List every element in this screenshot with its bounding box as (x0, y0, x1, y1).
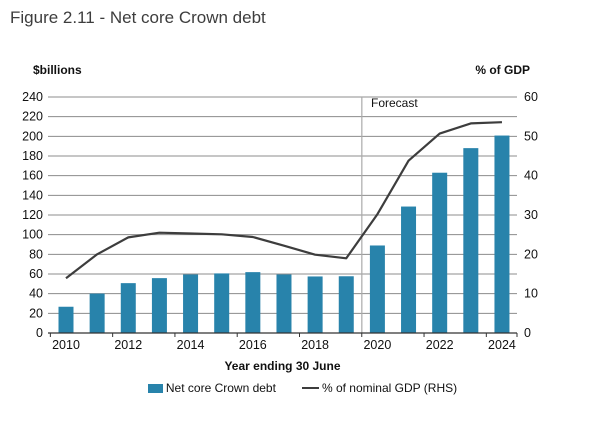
x-axis-tick-label: 2014 (177, 338, 205, 352)
left-axis-unit-label: $billions (33, 63, 82, 77)
left-axis-tick-label: 20 (29, 306, 43, 320)
left-axis-tick-label: 60 (29, 267, 43, 281)
left-axis-tick-label: 80 (29, 247, 43, 261)
left-axis-tick-label: 200 (22, 129, 43, 143)
bar-series-swatch-icon (147, 383, 163, 393)
legend-item-line: % of nominal GDP (RHS) (301, 381, 458, 395)
x-axis-tick-label: 2016 (239, 338, 267, 352)
bar-2013 (151, 278, 167, 333)
bar-2010 (58, 306, 74, 333)
legend-bar-label: Net core Crown debt (165, 381, 276, 395)
x-axis-title: Year ending 30 June (224, 359, 341, 373)
left-axis-tick-label: 160 (22, 169, 43, 183)
x-axis-tick-label: 2022 (426, 338, 454, 352)
bar-2012 (120, 283, 136, 333)
left-axis-tick-label: 120 (22, 208, 43, 222)
gdp-line-series (65, 121, 503, 280)
legend-item-bar: Net core Crown debt (147, 381, 276, 395)
right-axis-unit-label: % of GDP (475, 63, 530, 77)
left-axis-tick-label: 180 (22, 149, 43, 163)
right-axis-tick-label: 40 (524, 169, 538, 183)
bar-2020 (369, 245, 385, 333)
bar-2015 (214, 273, 230, 333)
right-axis-tick-label: 60 (524, 90, 538, 104)
x-axis-tick-label: 2018 (301, 338, 329, 352)
bar-2011 (89, 293, 105, 333)
bar-2023 (463, 148, 479, 333)
bar-2024 (494, 135, 510, 333)
right-axis-tick-label: 10 (524, 287, 538, 301)
x-axis-tick-label: 2024 (488, 338, 516, 352)
right-axis-tick-label: 30 (524, 208, 538, 222)
left-axis-tick-label: 40 (29, 287, 43, 301)
bar-2016 (245, 272, 261, 333)
right-axis-tick-label: 0 (524, 326, 531, 340)
left-axis-tick-label: 100 (22, 228, 43, 242)
bar-2014 (183, 274, 199, 333)
left-axis-tick-label: 220 (22, 110, 43, 124)
bar-2019 (338, 276, 354, 333)
chart-legend: Net core Crown debt % of nominal GDP (RH… (0, 381, 605, 395)
forecast-annotation: Forecast (371, 96, 418, 110)
left-axis-tick-label: 240 (22, 90, 43, 104)
left-axis-tick-label: 0 (36, 326, 43, 340)
right-axis-tick-label: 50 (524, 129, 538, 143)
bar-2018 (307, 276, 323, 333)
bar-2022 (432, 172, 448, 333)
line-series-swatch-icon (301, 386, 319, 390)
left-axis-tick-label: 140 (22, 188, 43, 202)
x-axis-tick-label: 2010 (52, 338, 80, 352)
bar-2017 (276, 274, 292, 333)
x-axis-tick-label: 2020 (363, 338, 391, 352)
figure-title: Figure 2.11 - Net core Crown debt (10, 8, 266, 27)
bar-2021 (401, 206, 417, 333)
legend-line-label: % of nominal GDP (RHS) (321, 381, 458, 395)
right-axis-tick-label: 20 (524, 247, 538, 261)
x-axis-tick-label: 2012 (114, 338, 142, 352)
